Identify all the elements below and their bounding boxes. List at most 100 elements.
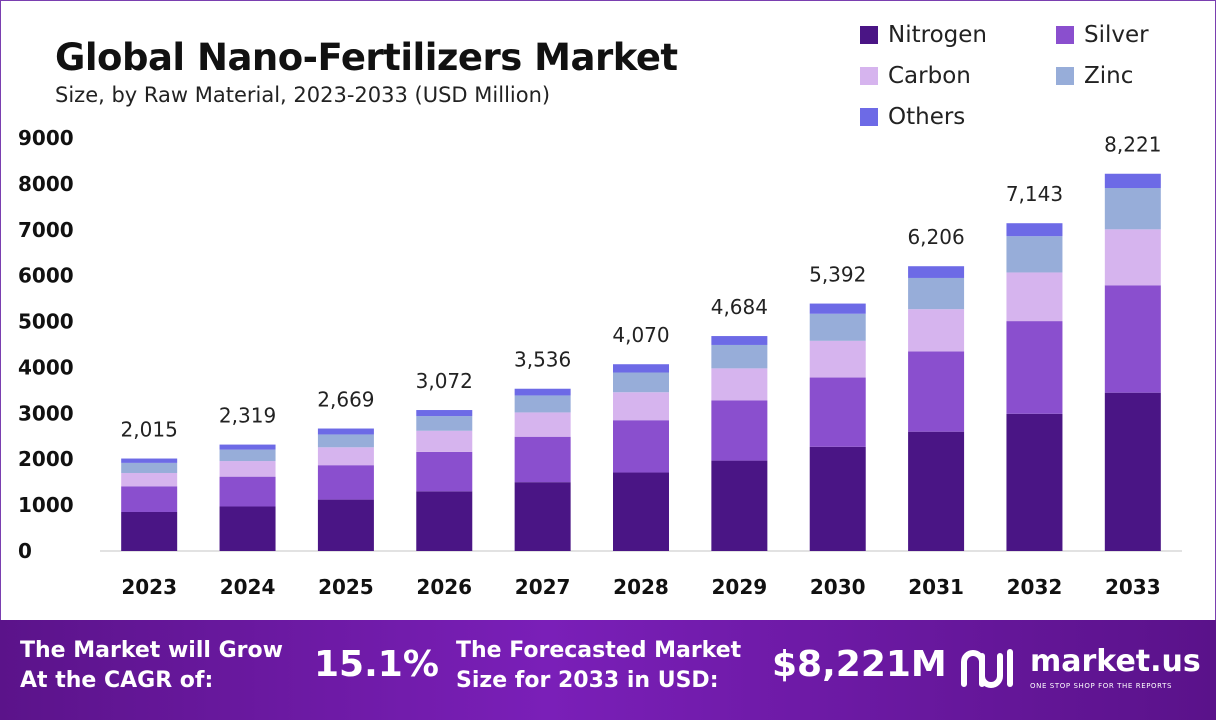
bar-zinc-2024 <box>219 449 276 462</box>
x-tick-label-2023: 2023 <box>121 575 177 599</box>
forecast-label-line2: Size for 2033 in USD: <box>456 668 719 693</box>
legend-item-others: Others <box>860 104 965 130</box>
cagr-label-line1: The Market will Grow <box>20 638 283 663</box>
bar-silver-2029 <box>711 400 768 461</box>
y-tick-label-5000: 5000 <box>18 310 74 334</box>
legend-swatch-nitrogen <box>860 26 878 44</box>
bar-nitrogen-2028 <box>613 472 669 551</box>
bar-zinc-2026 <box>416 416 473 431</box>
bar-others-2031 <box>908 266 965 278</box>
bar-carbon-2027 <box>514 412 571 437</box>
bar-zinc-2030 <box>809 313 866 341</box>
y-tick-label-6000: 6000 <box>18 264 74 288</box>
bar-zinc-2027 <box>514 395 571 413</box>
bar-carbon-2026 <box>416 430 473 452</box>
total-label-2029: 4,684 <box>711 295 768 319</box>
total-label-2032: 7,143 <box>1006 182 1063 206</box>
x-tick-label-2024: 2024 <box>220 575 276 599</box>
x-tick-label-2033: 2033 <box>1105 575 1161 599</box>
legend-item-nitrogen: Nitrogen <box>860 22 987 48</box>
bar-others-2032 <box>1006 223 1063 237</box>
total-label-2024: 2,319 <box>219 404 276 428</box>
total-label-2023: 2,015 <box>121 418 178 442</box>
bar-nitrogen-2024 <box>219 506 276 551</box>
legend-label-silver: Silver <box>1084 22 1149 48</box>
legend-item-silver: Silver <box>1056 22 1149 48</box>
bar-nitrogen-2026 <box>416 491 473 551</box>
brand-name: market.us <box>1030 644 1201 679</box>
bar-nitrogen-2033 <box>1104 392 1161 551</box>
bar-carbon-2030 <box>809 340 866 378</box>
market-us-logo-icon <box>961 649 1013 688</box>
y-tick-label-9000: 9000 <box>18 126 74 150</box>
bar-zinc-2023 <box>121 462 178 473</box>
legend-item-zinc: Zinc <box>1056 63 1133 89</box>
legend-label-others: Others <box>888 104 966 130</box>
bar-silver-2026 <box>416 451 473 492</box>
y-tick-label-1000: 1000 <box>18 493 74 517</box>
bar-nitrogen-2027 <box>514 482 571 551</box>
legend-swatch-others <box>860 108 878 126</box>
x-tick-label-2029: 2029 <box>712 575 768 599</box>
chart-title: Global Nano-Fertilizers Market <box>55 36 678 79</box>
bar-others-2026 <box>416 410 473 417</box>
x-tick-label-2027: 2027 <box>515 575 571 599</box>
bar-others-2033 <box>1104 173 1161 189</box>
bar-zinc-2031 <box>908 277 965 310</box>
total-label-2030: 5,392 <box>809 263 866 287</box>
bar-carbon-2029 <box>711 368 768 401</box>
forecast-label-line1: The Forecasted Market <box>456 638 742 663</box>
bar-zinc-2029 <box>711 344 768 369</box>
bar-silver-2030 <box>809 377 866 447</box>
stacked-bar-chart: 0 1000 2000 3000 4000 5000 6000 7000 8000 9000 2,0… <box>18 126 1182 599</box>
brand-logo[interactable]: market.us ONE STOP SHOP FOR THE REPORTS <box>958 642 1201 698</box>
legend-label-zinc: Zinc <box>1084 63 1134 89</box>
brand-tagline: ONE STOP SHOP FOR THE REPORTS <box>1030 682 1173 690</box>
total-label-2033: 8,221 <box>1104 133 1161 157</box>
forecast-label: The Forecasted Market Size for 2033 in U… <box>456 636 741 696</box>
bar-others-2027 <box>514 388 571 396</box>
legend-swatch-zinc <box>1056 67 1074 85</box>
bar-silver-2024 <box>219 476 276 507</box>
bar-silver-2027 <box>514 436 571 483</box>
cagr-label-line2: At the CAGR of: <box>20 668 214 693</box>
y-tick-label-8000: 8000 <box>18 172 74 196</box>
bar-nitrogen-2031 <box>908 431 965 551</box>
bar-zinc-2032 <box>1006 236 1063 273</box>
total-label-2026: 3,072 <box>416 369 473 393</box>
x-tick-label-2025: 2025 <box>318 575 374 599</box>
bar-silver-2033 <box>1104 285 1161 393</box>
bar-nitrogen-2023 <box>121 511 178 551</box>
bar-zinc-2028 <box>613 372 669 393</box>
legend-swatch-carbon <box>860 67 878 85</box>
bar-silver-2023 <box>121 486 178 512</box>
x-tick-label-2032: 2032 <box>1007 575 1063 599</box>
bar-zinc-2033 <box>1104 188 1161 230</box>
bar-nitrogen-2030 <box>809 446 866 551</box>
bar-nitrogen-2032 <box>1006 413 1063 551</box>
y-tick-label-2000: 2000 <box>18 447 74 471</box>
bar-others-2029 <box>711 336 768 345</box>
bar-others-2025 <box>317 428 374 435</box>
total-label-2025: 2,669 <box>317 388 374 412</box>
bar-carbon-2025 <box>317 447 374 466</box>
bar-carbon-2033 <box>1104 229 1161 286</box>
bar-carbon-2024 <box>219 461 276 477</box>
cagr-value: 15.1% <box>314 644 439 685</box>
bar-others-2030 <box>809 303 866 314</box>
total-label-2027: 3,536 <box>514 348 571 372</box>
bar-silver-2028 <box>613 420 669 473</box>
bar-others-2023 <box>121 458 178 463</box>
bar-nitrogen-2025 <box>317 499 374 551</box>
legend-item-carbon: Carbon <box>860 63 971 89</box>
x-tick-label-2030: 2030 <box>810 575 866 599</box>
bar-silver-2032 <box>1006 321 1063 414</box>
total-label-2031: 6,206 <box>907 225 964 249</box>
bar-others-2028 <box>613 364 669 373</box>
footer-banner: The Market will Grow At the CAGR of: 15.… <box>0 620 1216 720</box>
bar-silver-2025 <box>317 465 374 500</box>
legend-swatch-silver <box>1056 26 1074 44</box>
y-tick-label-0: 0 <box>18 539 32 563</box>
chart-subtitle: Size, by Raw Material, 2023-2033 (USD Mi… <box>55 83 551 107</box>
legend-label-nitrogen: Nitrogen <box>888 22 987 48</box>
